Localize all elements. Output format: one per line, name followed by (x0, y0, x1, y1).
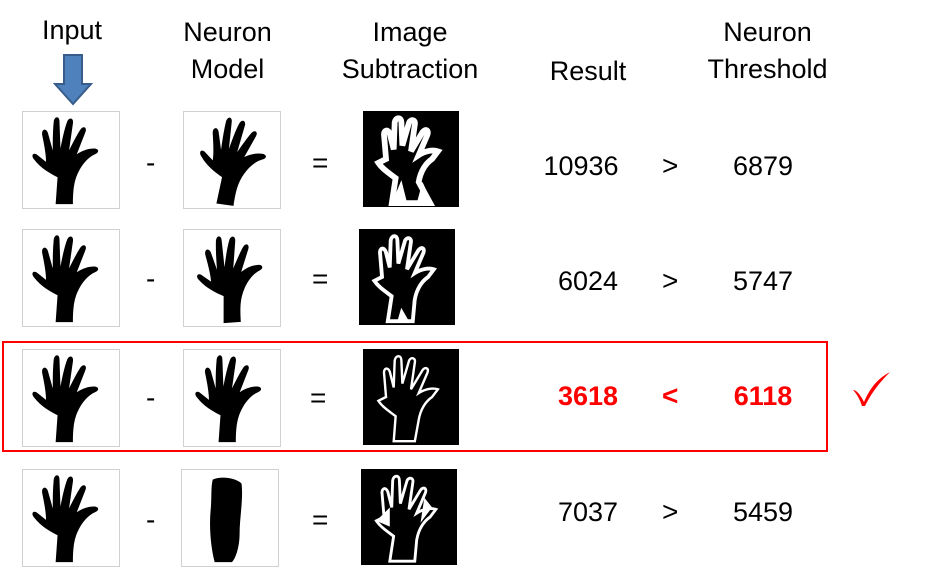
header-neuron-model: Neuron Model (183, 17, 272, 84)
input-hand-image (22, 111, 120, 209)
comparison-operator: > (662, 265, 679, 296)
result-value: 6024 (557, 266, 619, 296)
minus-operator: - (146, 504, 156, 535)
minus-operator: - (146, 147, 156, 178)
subtraction-result-image (363, 349, 459, 445)
subtraction-result-image (363, 111, 459, 207)
minus-operator: - (146, 263, 156, 294)
neuron-model-image (183, 229, 281, 327)
comparison-operator: < (662, 380, 679, 411)
equals-operator: = (312, 504, 329, 535)
comparison-operator: > (662, 150, 679, 181)
threshold-value: 5459 (732, 497, 794, 527)
minus-operator: - (146, 382, 156, 413)
equals-operator: = (312, 147, 329, 178)
input-hand-image (22, 469, 120, 567)
header-neuron-threshold: Neuron Threshold (707, 17, 828, 84)
match-highlight-box (2, 341, 828, 452)
result-value: 10936 (543, 151, 619, 181)
result-value: 7037 (557, 497, 619, 527)
comparison-operator: > (662, 496, 679, 527)
equals-operator: = (312, 263, 329, 294)
neuron-model-image (181, 469, 279, 567)
threshold-value: 6118 (733, 381, 793, 411)
header-input: Input (41, 15, 103, 45)
subtraction-result-image (359, 229, 455, 325)
subtraction-result-image (361, 469, 457, 565)
header-image-subtraction: Image Subtraction (341, 17, 479, 84)
equals-operator: = (310, 382, 327, 413)
neuron-model-image (183, 111, 281, 209)
input-hand-image (22, 349, 120, 447)
checkmark-icon (853, 372, 890, 406)
down-arrow-icon (53, 54, 93, 106)
header-result: Result (549, 56, 627, 86)
threshold-value: 6879 (732, 151, 794, 181)
neuron-model-image (183, 349, 281, 447)
input-hand-image (22, 229, 120, 327)
result-value: 3618 (557, 381, 619, 411)
threshold-value: 5747 (732, 266, 794, 296)
